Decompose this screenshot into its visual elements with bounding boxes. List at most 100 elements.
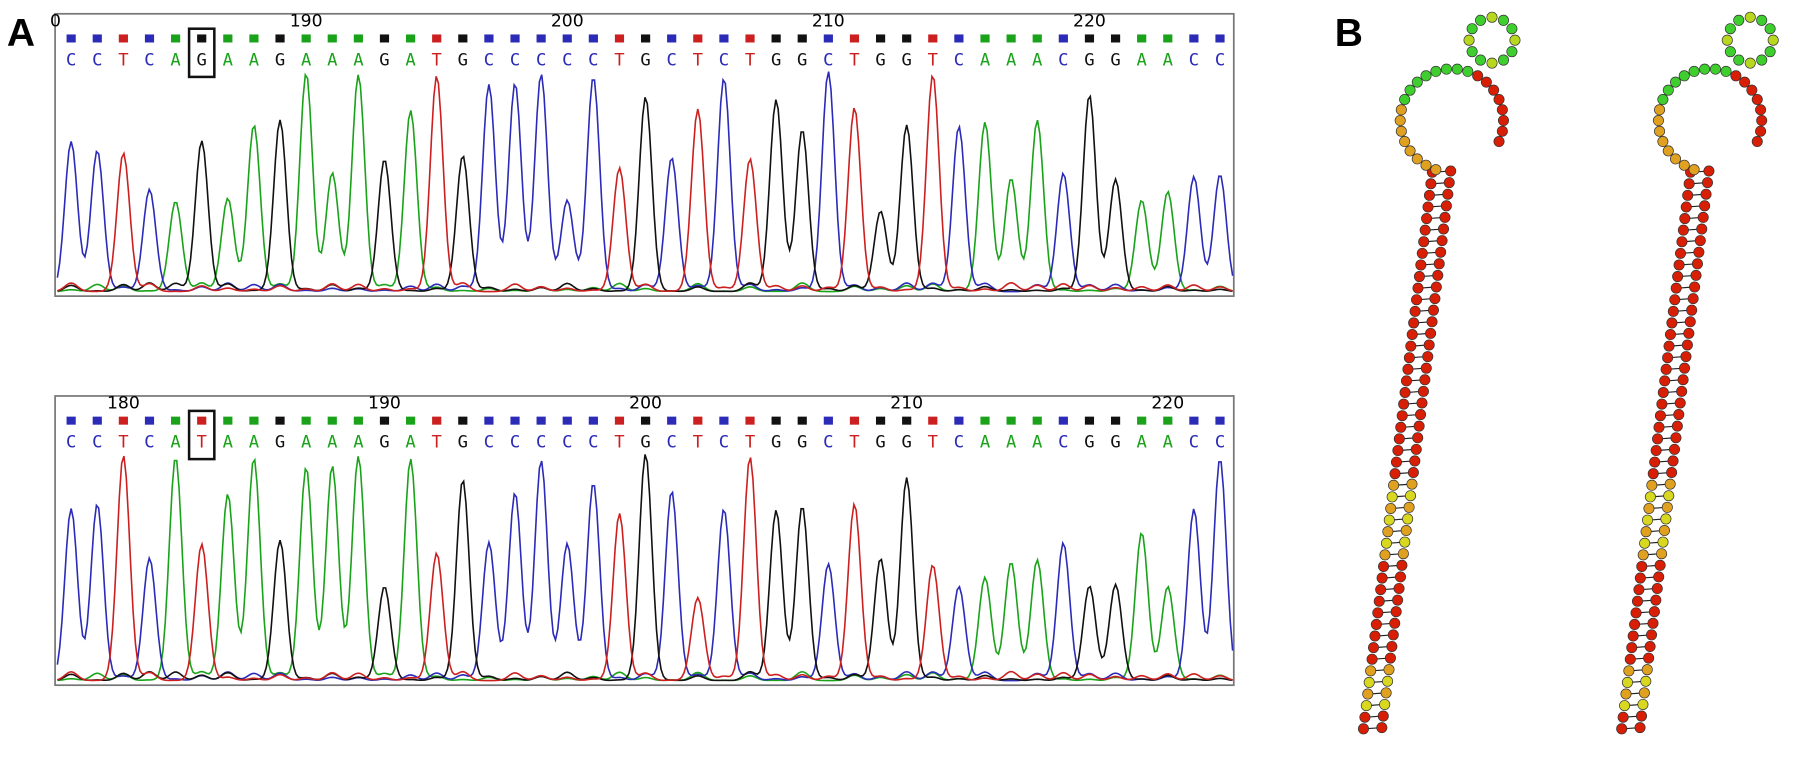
base-call: C — [823, 50, 833, 70]
trace — [57, 74, 1233, 293]
nucleotide — [1662, 145, 1674, 157]
quality-marker — [614, 34, 625, 43]
quality-marker — [640, 416, 651, 425]
nucleotide — [1678, 159, 1690, 171]
quality-marker — [719, 34, 729, 43]
base-call: G — [640, 433, 650, 453]
nucleotide — [1650, 444, 1662, 457]
base-call: C — [510, 50, 520, 70]
nucleotide — [1399, 387, 1411, 399]
quality-marker — [510, 34, 520, 43]
base-call: A — [170, 50, 181, 70]
nucleotide — [1370, 618, 1382, 630]
nucleotide — [1406, 478, 1418, 490]
position-label: 220 — [1073, 11, 1106, 31]
nucleotide — [1433, 258, 1445, 270]
base-call: C — [1215, 433, 1225, 453]
quality-marker — [379, 416, 390, 425]
base-call: A — [405, 433, 416, 453]
position-label: 210 — [812, 11, 845, 31]
nucleotide — [1661, 501, 1673, 513]
quality-marker — [745, 34, 755, 43]
nucleotide — [1416, 397, 1428, 409]
quality-marker — [1032, 416, 1042, 425]
position-label: 200 — [629, 394, 662, 414]
base-call: C — [719, 50, 729, 70]
nucleotide — [1633, 584, 1645, 596]
nucleotide — [1647, 468, 1659, 480]
nucleotide — [1644, 491, 1656, 503]
base-call: A — [405, 50, 416, 70]
nucleotide — [1690, 269, 1702, 281]
nucleotide — [1486, 11, 1498, 23]
nucleotide — [1427, 304, 1439, 316]
quality-marker — [327, 34, 337, 43]
nucleotide — [1701, 177, 1713, 189]
base-call: T — [432, 50, 442, 70]
nucleotide — [1673, 409, 1685, 421]
base-call: C — [1058, 50, 1068, 70]
nucleotide — [1684, 316, 1696, 328]
nucleotide — [1670, 153, 1682, 165]
base-call: T — [928, 433, 938, 453]
quality-marker — [66, 416, 76, 425]
nucleotide — [1667, 455, 1679, 467]
base-call: A — [301, 50, 312, 70]
nucleotide — [1409, 455, 1421, 467]
nucleotide — [1751, 136, 1763, 148]
nucleotide — [1676, 236, 1688, 248]
position-label: 190 — [368, 394, 401, 414]
base-call: T — [432, 433, 442, 453]
quality-marker — [1058, 416, 1068, 425]
base-call: A — [249, 433, 260, 453]
nucleotide — [1415, 409, 1427, 421]
quality-marker — [223, 34, 233, 43]
quality-marker — [875, 34, 886, 43]
nucleotide — [1406, 329, 1418, 341]
base-call: A — [1136, 433, 1147, 453]
nucleotide — [1642, 514, 1654, 526]
position-label: 190 — [290, 11, 323, 31]
nucleotide — [1419, 224, 1431, 236]
nucleotide — [1630, 607, 1642, 619]
nucleotide — [1660, 363, 1672, 375]
nucleotide — [1657, 94, 1669, 106]
base-call: G — [875, 433, 885, 453]
nucleotide — [1497, 54, 1509, 66]
nucleotide — [1682, 189, 1694, 201]
quality-marker — [875, 416, 886, 425]
highlight-box — [187, 409, 216, 461]
nucleotide — [1677, 374, 1689, 386]
nucleotide — [1380, 537, 1392, 549]
nucleotide — [1404, 84, 1416, 96]
quality-marker — [171, 34, 181, 43]
base-call: T — [693, 50, 703, 70]
quality-marker — [797, 34, 807, 43]
trace — [57, 455, 1233, 682]
nucleotide — [1395, 421, 1407, 433]
base-call: G — [458, 433, 468, 453]
nucleotide — [1656, 398, 1668, 410]
nucleotide — [1362, 688, 1374, 700]
quality-marker — [66, 34, 76, 43]
rna-structure — [1616, 11, 1779, 735]
base-call: G — [875, 50, 885, 70]
nucleotide — [1420, 159, 1432, 171]
nucleotide — [1654, 410, 1666, 422]
quality-marker — [1163, 34, 1173, 43]
quality-marker — [588, 34, 598, 43]
base-call: G — [379, 50, 389, 70]
nucleotide — [1638, 687, 1650, 699]
nucleotide — [1620, 688, 1632, 700]
nucleotide — [1415, 259, 1427, 271]
nucleotide — [1366, 653, 1378, 665]
base-call: C — [562, 50, 572, 70]
nucleotide — [1466, 46, 1478, 58]
nucleotide — [1403, 352, 1415, 364]
quality-marker — [902, 34, 912, 43]
nucleotide — [1389, 468, 1401, 480]
position-label: 220 — [1151, 394, 1184, 414]
nucleotide — [1683, 178, 1695, 190]
base-call: A — [1163, 433, 1174, 453]
